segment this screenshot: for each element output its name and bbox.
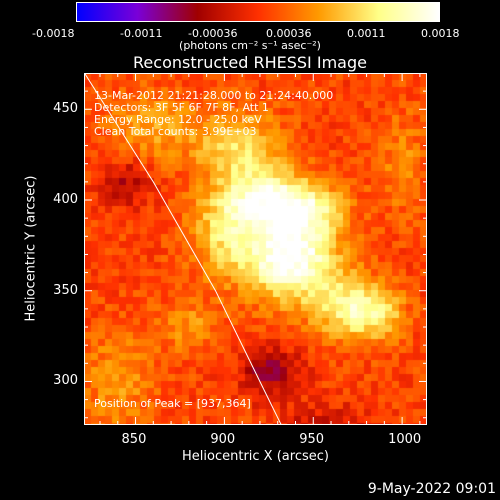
plot-border	[84, 73, 427, 425]
plot-area	[84, 73, 427, 425]
heatmap-image	[84, 73, 427, 425]
solar-limb-line	[84, 73, 282, 425]
info-detectors: Detectors: 3F 5F 6F 7F 8F, Att 1	[94, 101, 269, 114]
y-tick-label: 400	[53, 192, 78, 207]
info-total-counts: Clean Total counts: 3.99E+03	[94, 125, 257, 138]
colorbar-tick-label: 0.0018	[421, 27, 460, 40]
info-time-range: 13-Mar-2012 21:21:28.000 to 21:24:40.000	[94, 89, 334, 102]
y-tick-label: 350	[53, 282, 78, 298]
colorbar-tick-label: -0.00036	[188, 27, 238, 40]
x-tick-label: 850	[121, 432, 147, 447]
colorbar-unit-label: (photons cm⁻² s⁻¹ asec⁻²)	[179, 39, 321, 52]
x-tick-label: 1000	[388, 432, 422, 447]
colorbar-gradient	[76, 2, 440, 22]
colorbar	[76, 2, 440, 22]
plot-overlay	[84, 73, 427, 425]
peak-position-label: Position of Peak = [937,364]	[94, 397, 251, 410]
axis-ticks	[84, 73, 427, 425]
y-tick-label: 450	[53, 101, 78, 117]
date-stamp: 9-May-2022 09:01	[367, 481, 496, 497]
y-tick-label: 300	[53, 373, 78, 389]
x-tick-label: 950	[299, 432, 325, 447]
colorbar-tick-label: -0.0011	[120, 27, 163, 40]
colorbar-tick-label: 0.00036	[266, 27, 312, 40]
y-axis-label: Heliocentric Y (arcsec)	[23, 175, 39, 322]
x-tick-label: 900	[210, 432, 236, 447]
colorbar-tick-label: -0.0018	[32, 27, 75, 40]
chart-title: Reconstructed RHESSI Image	[133, 53, 367, 72]
x-axis-label: Heliocentric X (arcsec)	[182, 449, 329, 464]
info-energy-range: Energy Range: 12.0 - 25.0 keV	[94, 113, 262, 126]
colorbar-tick-label: 0.0011	[347, 27, 386, 40]
